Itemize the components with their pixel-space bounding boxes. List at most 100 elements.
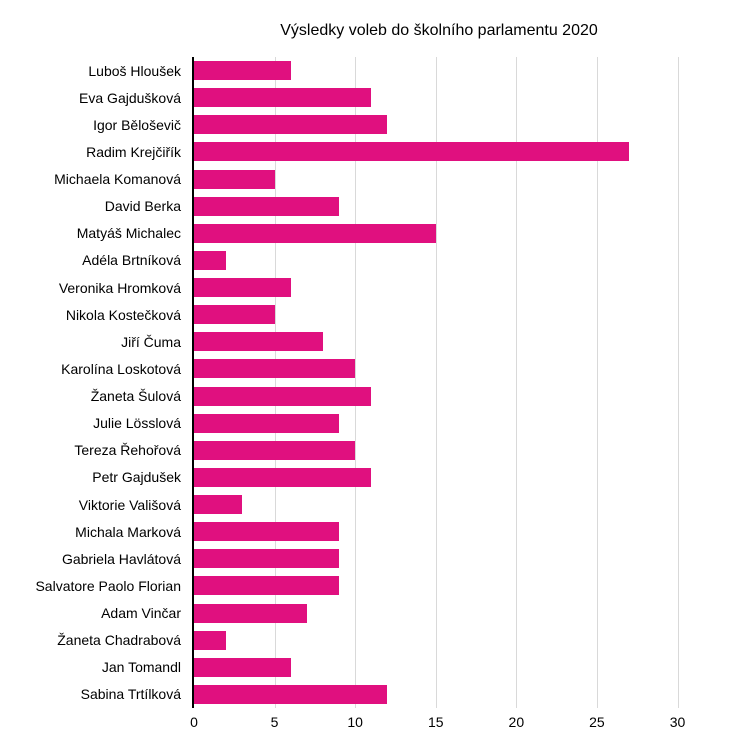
bar-row: Julie Lösslová bbox=[0, 410, 742, 437]
category-label: Julie Lösslová bbox=[93, 415, 181, 432]
bar bbox=[194, 467, 372, 487]
category-label: Jiří Čuma bbox=[121, 333, 181, 350]
category-label: Gabriela Havlátová bbox=[61, 550, 181, 567]
x-tick-label: 30 bbox=[669, 714, 686, 730]
category-label: Luboš Hloušek bbox=[88, 62, 181, 79]
bar-row: Michala Marková bbox=[0, 518, 742, 545]
gridline bbox=[435, 57, 437, 708]
bar-track bbox=[194, 247, 742, 274]
bar-row: Salvatore Paolo Florian bbox=[0, 572, 742, 599]
bar bbox=[194, 223, 436, 243]
bar-track bbox=[194, 654, 742, 681]
category-label: Tereza Řehořová bbox=[74, 442, 181, 459]
bar-track bbox=[194, 627, 742, 654]
gridline bbox=[274, 57, 276, 708]
bar bbox=[194, 495, 243, 515]
bar-track bbox=[194, 572, 742, 599]
x-axis-tick-labels: 0 5 10 15 20 25 30 bbox=[190, 708, 742, 750]
bar-track bbox=[194, 545, 742, 572]
bar-row: Viktorie Vališová bbox=[0, 491, 742, 518]
category-label: Eva Gajdušková bbox=[79, 89, 181, 106]
bar-track bbox=[194, 138, 742, 165]
bar-track bbox=[194, 355, 742, 382]
category-label: Nikola Kostečková bbox=[65, 306, 181, 323]
category-label: Žaneta Chadrabová bbox=[57, 632, 181, 649]
category-label: Salvatore Paolo Florian bbox=[35, 577, 181, 594]
bar-row: Karolína Loskotová bbox=[0, 355, 742, 382]
category-label: Michaela Komanová bbox=[54, 171, 181, 188]
category-label: Veronika Hromková bbox=[58, 279, 181, 296]
bar-row: Petr Gajdušek bbox=[0, 464, 742, 491]
bar-row: Tereza Řehořová bbox=[0, 437, 742, 464]
bar-row: Eva Gajdušková bbox=[0, 84, 742, 111]
bar-row: Jan Tomandl bbox=[0, 654, 742, 681]
bar bbox=[194, 603, 307, 623]
bar-track bbox=[194, 518, 742, 545]
bar bbox=[194, 684, 388, 704]
bar-track bbox=[194, 301, 742, 328]
bar-track bbox=[194, 57, 742, 84]
bar-track bbox=[194, 410, 742, 437]
chart-title: Výsledky voleb do školního parlamentu 20… bbox=[280, 22, 598, 39]
bar-row: Adéla Brtníková bbox=[0, 247, 742, 274]
gridline bbox=[596, 57, 598, 708]
bar-row: Žaneta Šulová bbox=[0, 383, 742, 410]
bar-track bbox=[194, 111, 742, 138]
bar-track bbox=[194, 84, 742, 111]
category-label: Žaneta Šulová bbox=[90, 388, 181, 405]
bar-track bbox=[194, 274, 742, 301]
bar-row: Radim Krejčiřík bbox=[0, 138, 742, 165]
bar bbox=[194, 630, 227, 650]
bar bbox=[194, 115, 388, 135]
bar-row: Adam Vinčar bbox=[0, 600, 742, 627]
bar-row: Igor Běloševič bbox=[0, 111, 742, 138]
bar bbox=[194, 278, 291, 298]
bar-track bbox=[194, 464, 742, 491]
bar-track bbox=[194, 491, 742, 518]
category-label: Matyáš Michalec bbox=[76, 225, 181, 242]
gridline bbox=[677, 57, 679, 708]
bar bbox=[194, 305, 275, 325]
bar bbox=[194, 169, 275, 189]
category-label: Radim Krejčiřík bbox=[86, 143, 181, 160]
bar-row: Michaela Komanová bbox=[0, 166, 742, 193]
category-label: Sabina Trtílková bbox=[80, 686, 181, 703]
bar-row: Gabriela Havlátová bbox=[0, 545, 742, 572]
bar bbox=[194, 522, 340, 542]
bar-track bbox=[194, 681, 742, 708]
category-label: David Berka bbox=[104, 198, 181, 215]
category-label: Michala Marková bbox=[75, 523, 181, 540]
category-label: Karolína Loskotová bbox=[61, 360, 181, 377]
category-label: Adam Vinčar bbox=[101, 605, 181, 622]
gridline bbox=[355, 57, 357, 708]
category-label: Viktorie Vališová bbox=[78, 496, 181, 513]
bar-track bbox=[194, 193, 742, 220]
bar bbox=[194, 196, 340, 216]
gridlines bbox=[194, 57, 742, 708]
bar bbox=[194, 142, 630, 162]
bar bbox=[194, 549, 340, 569]
x-tick-label: 15 bbox=[427, 714, 444, 730]
category-label: Igor Běloševič bbox=[93, 116, 181, 133]
category-label: Petr Gajdušek bbox=[92, 469, 181, 486]
bar-row: Jiří Čuma bbox=[0, 328, 742, 355]
bar-track bbox=[194, 383, 742, 410]
x-tick-label: 25 bbox=[589, 714, 605, 730]
category-label: Jan Tomandl bbox=[101, 659, 181, 676]
bar bbox=[194, 88, 372, 108]
bar-row: Sabina Trtílková bbox=[0, 681, 742, 708]
bar-row: Luboš Hloušek bbox=[0, 57, 742, 84]
y-axis-line bbox=[192, 57, 194, 708]
x-tick-label: 0 bbox=[190, 714, 198, 730]
bar-row: Veronika Hromková bbox=[0, 274, 742, 301]
bar-rows: Luboš Hloušek Eva Gajdušková Igor Běloševi… bbox=[0, 57, 742, 708]
x-tick-label: 5 bbox=[270, 714, 279, 730]
bar bbox=[194, 250, 227, 270]
bar-row: Matyáš Michalec bbox=[0, 220, 742, 247]
bar bbox=[194, 440, 356, 460]
bar bbox=[194, 657, 291, 677]
bar-track bbox=[194, 437, 742, 464]
bar bbox=[194, 61, 291, 81]
category-label: Adéla Brtníková bbox=[82, 252, 181, 269]
